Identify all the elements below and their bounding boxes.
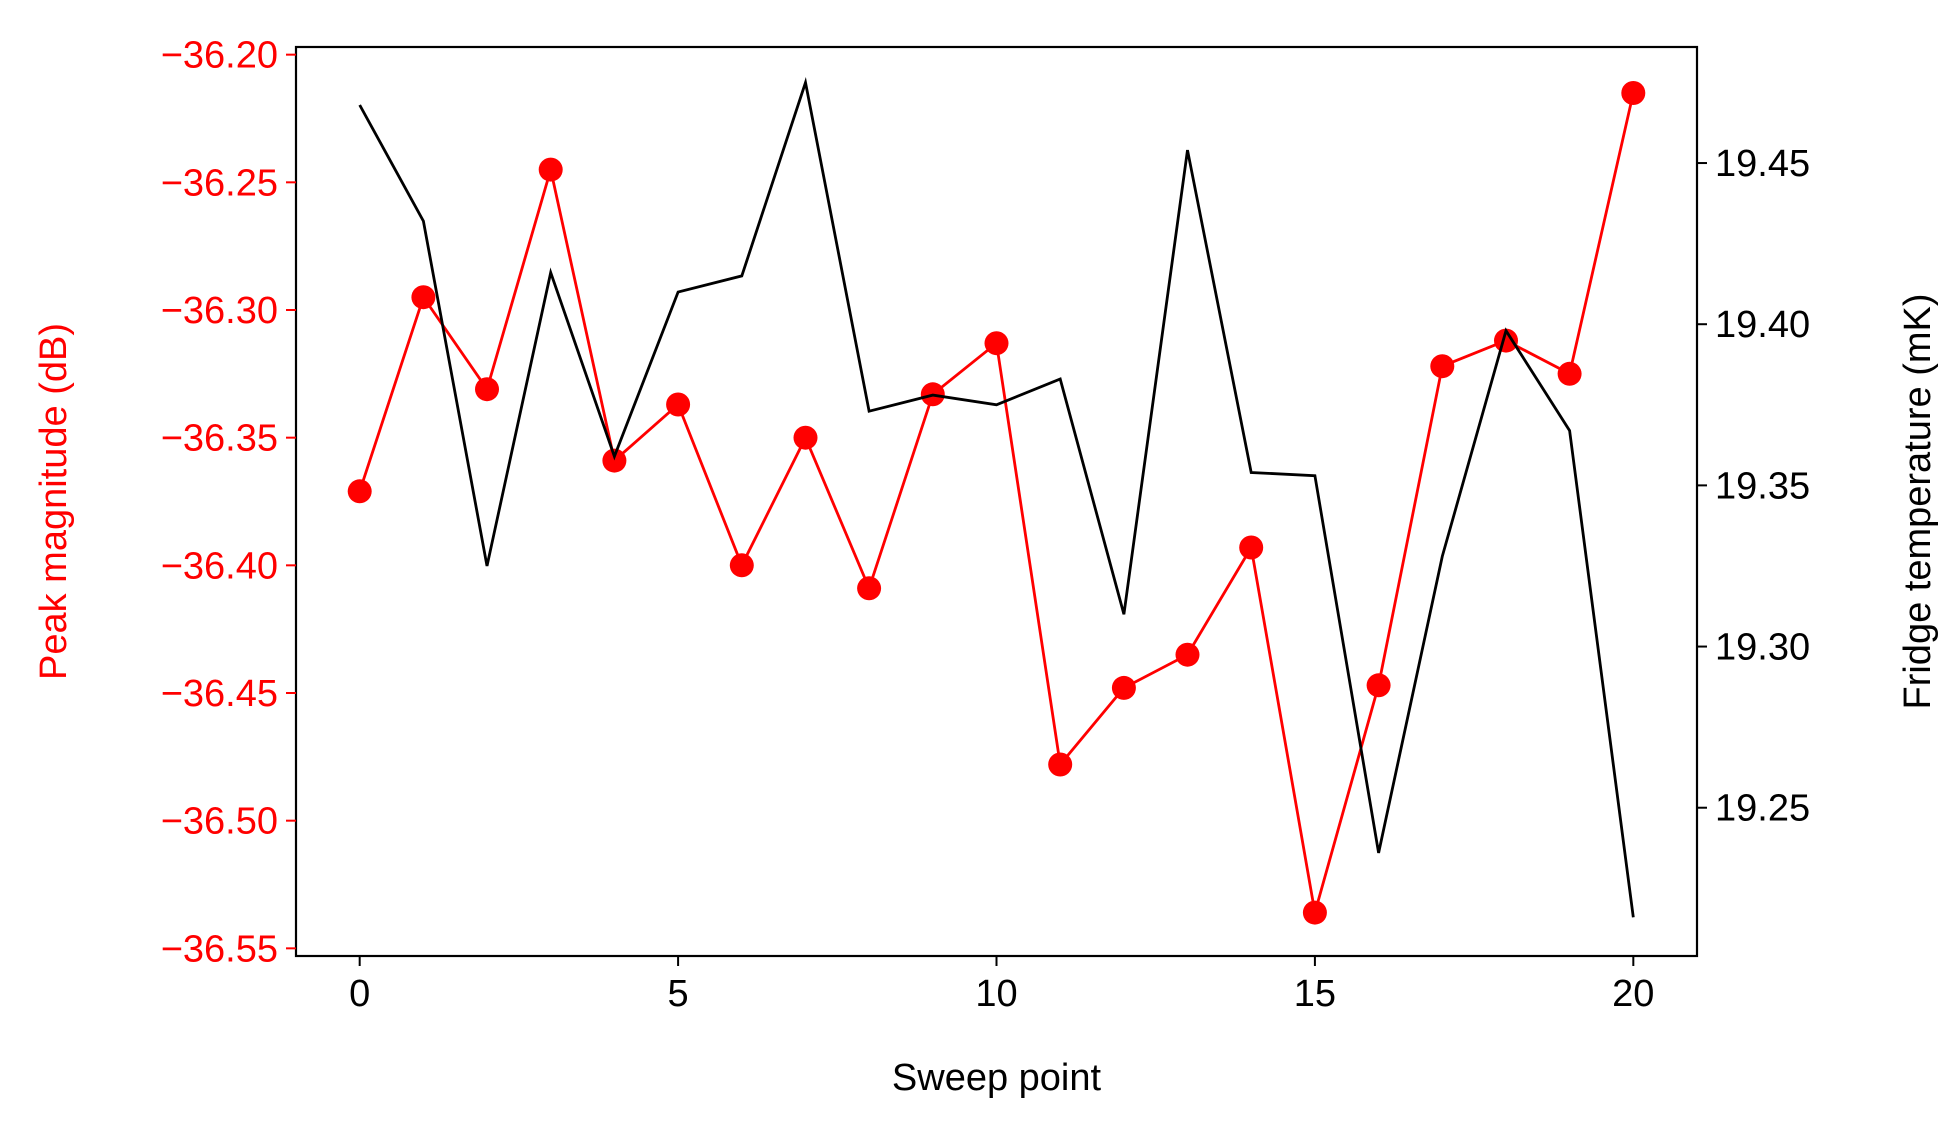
data-point [1302,900,1327,925]
x-tick-label: 10 [975,973,1017,1015]
x-axis-title: Sweep point [892,1057,1102,1099]
y-right-tick-label: 19.35 [1715,465,1810,507]
series-line-left [358,92,1635,913]
y-right-tick-label: 19.30 [1715,627,1810,669]
y-left-tick-label: −36.30 [161,290,278,332]
data-point [1239,535,1264,560]
data-point [1048,752,1073,777]
data-point [729,553,754,578]
data-point [347,479,372,504]
y-right-axis-ticks: 19.45 19.40 19.35 19.30 19.25 [1697,143,1810,830]
data-point [1557,361,1582,386]
series-layer [347,76,1646,925]
data-point [602,448,627,473]
series-line-right [358,76,1635,918]
y-left-tick-label: −36.55 [161,928,278,970]
y-left-tick-label: −36.35 [161,418,278,460]
y-left-axis-title: Peak magnitude (dB) [33,323,75,680]
data-point [1366,673,1391,698]
y-left-axis-ticks: −36.20 −36.25 −36.30 −36.35 −36.40 −36.45 −36.… [161,35,296,970]
y-right-axis-title: Fridge temperature (mK) [1897,293,1939,709]
data-point [857,576,882,601]
x-axis-ticks: 0 5 10 15 20 [349,956,1654,1015]
x-tick-label: 15 [1294,973,1336,1015]
data-point [984,331,1009,356]
y-left-tick-label: −36.20 [161,35,278,77]
data-point [1175,642,1200,667]
data-point [475,377,499,402]
data-point [411,285,436,310]
y-left-tick-label: −36.50 [161,801,278,843]
x-tick-label: 20 [1612,973,1654,1015]
y-left-tick-label: −36.40 [161,545,278,587]
y-right-tick-label: 19.40 [1715,304,1810,346]
data-point [1430,354,1455,379]
y-left-tick-label: −36.45 [161,673,278,715]
data-point [1111,675,1136,700]
y-left-tick-label: −36.25 [161,162,278,204]
plot-frame [294,45,1699,958]
x-tick-label: 5 [668,973,689,1015]
data-point [666,392,691,417]
y-right-tick-label: 19.25 [1715,788,1810,830]
data-point [538,157,563,182]
data-point [1621,81,1646,105]
x-tick-label: 0 [349,973,370,1015]
y-right-tick-label: 19.45 [1715,143,1810,185]
data-point [793,425,818,450]
data-point [1494,328,1518,353]
